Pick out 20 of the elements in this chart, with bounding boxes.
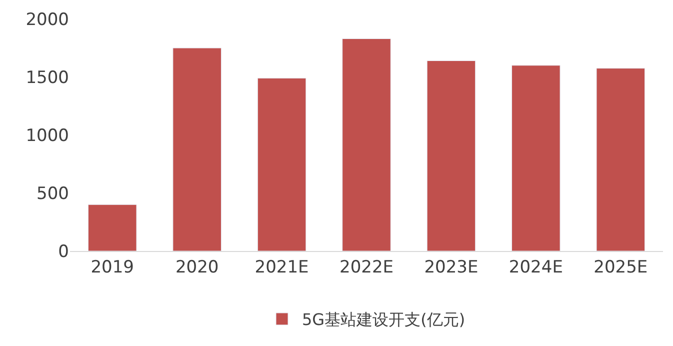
- bar: [596, 68, 646, 251]
- y-tick-label: 1000: [26, 126, 69, 146]
- x-tick-label: 2019: [90, 257, 134, 278]
- x-tick-label: 2024E: [508, 257, 563, 278]
- y-tick-label: 500: [36, 184, 69, 204]
- bar: [257, 78, 306, 251]
- x-tick-label: 2022E: [339, 257, 394, 278]
- bar: [512, 65, 560, 251]
- bar: [342, 38, 391, 251]
- x-tick-label: 2020: [175, 257, 219, 278]
- y-tick-label: 0: [58, 242, 69, 262]
- bar: [172, 48, 222, 251]
- x-tick-label: 2025E: [594, 257, 648, 278]
- x-tick-label: 2021E: [254, 257, 309, 278]
- y-tick-label: 2000: [26, 10, 69, 30]
- bar: [426, 60, 476, 251]
- legend-label: 5G基站建设开支(亿元): [302, 310, 466, 330]
- x-tick-label: 2023E: [424, 257, 478, 278]
- bar: [88, 204, 137, 251]
- y-tick-label: 1500: [26, 68, 69, 88]
